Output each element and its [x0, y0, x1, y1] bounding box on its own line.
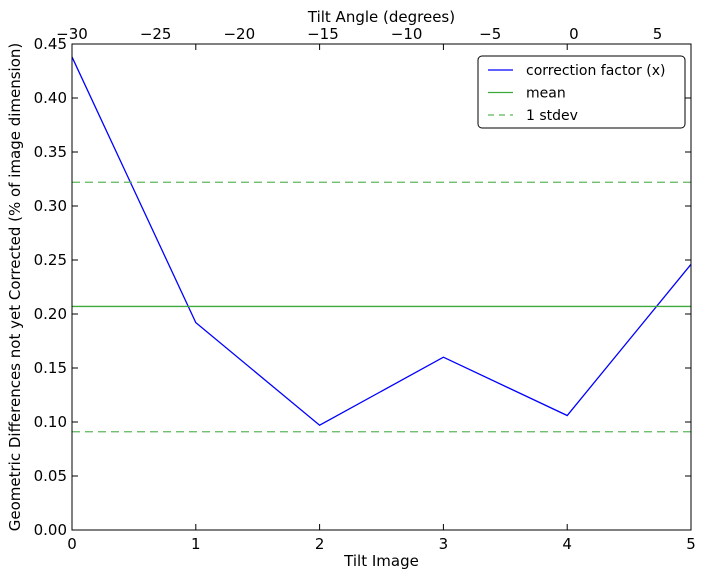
y-tick-label-2: 0.10 [34, 413, 67, 431]
x-tick-label-3: 3 [439, 535, 449, 553]
x-tick-label-5: 5 [686, 535, 696, 553]
x2-tick-label-2: −20 [223, 25, 255, 43]
top-axis-label: Tilt Angle (degrees) [307, 8, 455, 26]
plot-frame [71, 43, 692, 531]
x2-tick-label-6: 0 [569, 25, 579, 43]
legend-label-1: mean [526, 86, 566, 102]
x2-tick-label-7: 5 [653, 25, 663, 43]
x-tick-label-1: 1 [191, 535, 201, 553]
series-line-0 [71, 56, 692, 427]
legend-box [477, 55, 686, 129]
x2-tick-label-5: −5 [479, 25, 501, 43]
x-tick-label-0: 0 [67, 535, 77, 553]
legend: correction factor (x) mean 1 stdev [477, 55, 686, 129]
y-axis-label: Geometric Differences not yet Corrected … [6, 43, 24, 532]
y-tick-label-4: 0.20 [34, 305, 67, 323]
plot-lines [71, 56, 692, 433]
legend-label-2: 1 stdev [526, 108, 578, 124]
y-tick-label-3: 0.15 [34, 359, 67, 377]
x-tick-label-4: 4 [562, 535, 572, 553]
tick-group: 0 1 2 3 4 5 0.00 0.05 0.10 0.15 0.20 0.25 0.30 0.35 0.… [34, 25, 696, 553]
x-tick-label-2: 2 [315, 535, 325, 553]
y-tick-label-0: 0.00 [34, 521, 67, 539]
y-tick-label-1: 0.05 [34, 467, 67, 485]
legend-label-0: correction factor (x) [526, 63, 665, 79]
y-tick-label-8: 0.40 [34, 89, 67, 107]
x2-tick-label-4: −10 [391, 25, 423, 43]
x-axis-label: Tilt Image [343, 552, 419, 570]
x2-tick-label-0: −30 [56, 25, 88, 43]
y-tick-label-9: 0.45 [34, 35, 67, 53]
x2-tick-label-3: −15 [307, 25, 339, 43]
x2-tick-label-1: −25 [140, 25, 172, 43]
y-tick-label-5: 0.25 [34, 251, 67, 269]
y-tick-label-6: 0.30 [34, 197, 67, 215]
y-tick-label-7: 0.35 [34, 143, 67, 161]
